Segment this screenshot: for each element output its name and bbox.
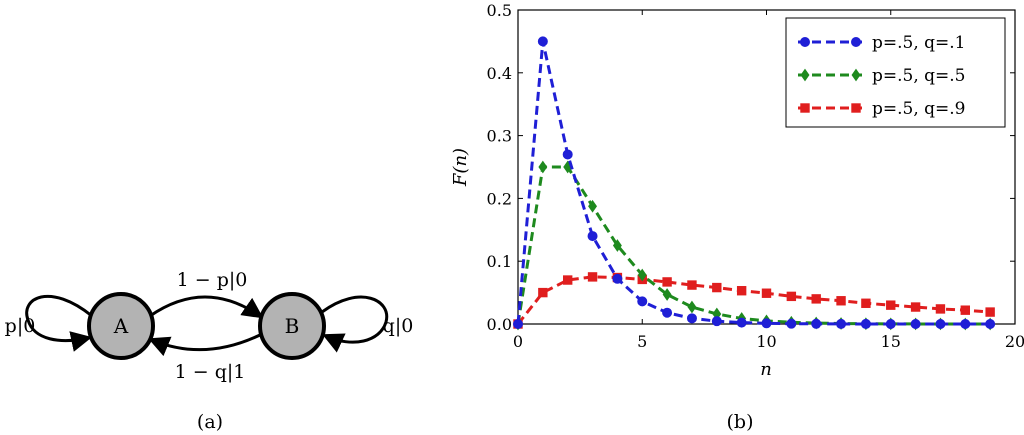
- data-point: [587, 272, 598, 282]
- x-tick-label: 0: [513, 332, 523, 351]
- edge-b-to-a: [148, 332, 263, 357]
- x-tick-label: 5: [637, 332, 647, 351]
- data-point: [612, 239, 622, 252]
- y-tick-label: 0.5: [487, 1, 512, 20]
- y-tick-label: 0.1: [487, 252, 512, 271]
- data-point: [860, 318, 871, 329]
- edge-label-a-to-b: 1 − p|0: [177, 269, 248, 291]
- legend-label: p=.5, q=.9: [872, 99, 966, 119]
- x-tick-label: 15: [881, 332, 901, 351]
- data-point: [712, 282, 722, 293]
- node-b: [258, 292, 326, 360]
- data-point: [687, 280, 697, 290]
- legend-entry: p=.5, q=.5: [798, 66, 966, 86]
- data-point: [910, 302, 921, 312]
- x-tick-label: 20: [1005, 332, 1024, 351]
- data-point: [587, 231, 598, 242]
- data-point: [910, 319, 921, 329]
- data-point: [761, 318, 772, 329]
- data-point: [736, 317, 747, 328]
- series-line: [516, 165, 991, 326]
- data-point: [885, 319, 896, 329]
- legend-swatch-marker: [851, 68, 861, 82]
- legend-swatch-marker: [800, 68, 810, 82]
- edge-b-self-loop: [321, 295, 389, 353]
- edge-label-b-to-a: 1 − q|1: [175, 361, 246, 383]
- y-axis-label: F(n): [450, 148, 471, 187]
- caption-b: (b): [727, 411, 754, 433]
- data-point: [686, 313, 697, 324]
- x-tick-label: 10: [756, 332, 776, 351]
- data-point: [637, 296, 648, 307]
- x-axis-label: n: [760, 359, 772, 380]
- legend: p=.5, q=.1 p=.5, q=.5 p=.5, q=.9: [785, 17, 1006, 128]
- data-point: [886, 300, 896, 310]
- legend-label: p=.5, q=.1: [872, 33, 966, 53]
- legend-box: [785, 17, 1006, 128]
- data-point: [736, 286, 747, 296]
- series-diamond: [513, 160, 995, 331]
- data-point: [935, 304, 946, 314]
- edge-a-self-loop: [25, 294, 93, 352]
- data-point: [588, 199, 598, 213]
- edge-label-b-self: q|0: [383, 315, 414, 337]
- legend-label: p=.5, q=.5: [872, 66, 966, 86]
- legend-swatch-marker: [800, 37, 810, 47]
- data-point: [861, 298, 871, 308]
- series-circle: [513, 36, 996, 329]
- data-point: [711, 316, 722, 327]
- node-a: [87, 292, 155, 360]
- legend-entry: p=.5, q=.1: [798, 33, 966, 53]
- data-point: [662, 277, 672, 287]
- data-point: [662, 288, 672, 301]
- data-point: [811, 294, 821, 304]
- data-point: [537, 36, 548, 47]
- node-b-label: B: [285, 314, 300, 338]
- chart: 0 5 10 15 20 0.0 0.1 0.2 0.3 0.4 0.5 n F(n) p=.5, …: [450, 1, 1024, 433]
- data-point: [562, 149, 573, 160]
- series-line: [516, 275, 991, 325]
- data-point: [836, 296, 846, 306]
- legend-items: p=.5, q=.1 p=.5, q=.5 p=.5, q=.9: [798, 33, 966, 119]
- data-point: [761, 288, 772, 298]
- y-tick-label: 0.3: [487, 127, 512, 146]
- axis-ticks: 0 5 10 15 20 0.0 0.1 0.2 0.3 0.4 0.5: [487, 1, 1024, 351]
- data-point: [960, 319, 971, 329]
- legend-swatch-marker: [851, 103, 861, 113]
- legend-swatch-marker: [851, 37, 861, 47]
- data-point: [786, 318, 797, 329]
- node-a-label: A: [113, 314, 129, 338]
- edge-label-a-self: p|0: [5, 315, 36, 337]
- data-point: [985, 307, 995, 317]
- caption-a: (a): [197, 411, 223, 433]
- data-point: [960, 305, 970, 315]
- legend-entry: p=.5, q=.9: [798, 99, 966, 119]
- y-tick-label: 0.2: [487, 189, 512, 208]
- edge-a-to-b: [149, 295, 264, 319]
- data-point: [836, 318, 847, 329]
- y-tick-label: 0.4: [487, 64, 512, 83]
- data-point: [612, 273, 623, 284]
- data-point: [687, 300, 697, 314]
- data-point: [985, 319, 996, 329]
- data-point: [538, 160, 548, 174]
- y-tick-label: 0.0: [487, 315, 512, 334]
- data-point: [662, 307, 673, 318]
- series-layer: [513, 36, 996, 331]
- state-diagram: A B p|0 1 − p|0 1 − q|1 q|0 (a): [5, 269, 414, 433]
- data-point: [786, 291, 797, 302]
- data-point: [935, 319, 946, 329]
- data-point: [811, 318, 822, 329]
- legend-swatch-marker: [800, 103, 810, 113]
- data-point: [513, 319, 523, 329]
- data-point: [563, 275, 573, 285]
- data-point: [538, 287, 548, 298]
- data-point: [637, 268, 647, 282]
